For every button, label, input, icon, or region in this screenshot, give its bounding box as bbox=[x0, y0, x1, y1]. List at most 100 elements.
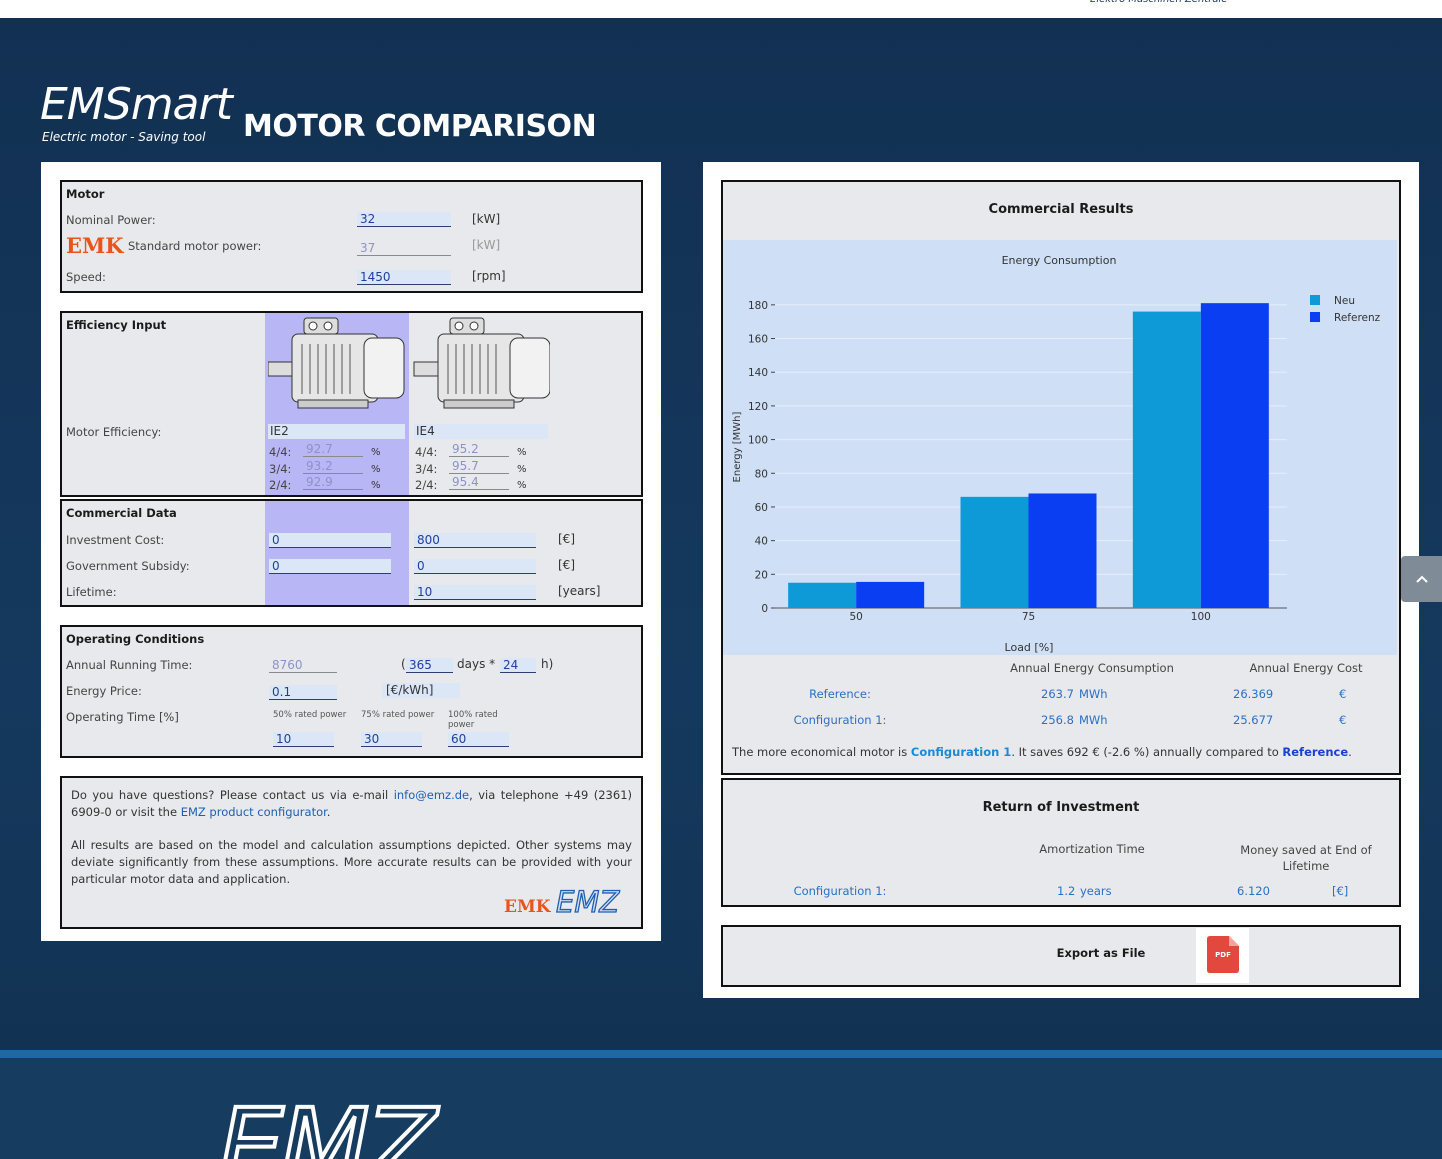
x-axis-label: Load [%] bbox=[1005, 641, 1054, 654]
input-field[interactable]: 37 bbox=[357, 241, 451, 256]
label: Operating Time [%] bbox=[66, 710, 179, 724]
unit: h) bbox=[541, 657, 554, 671]
page-title: MOTOR COMPARISON bbox=[243, 109, 597, 144]
load-label: 4/4: bbox=[269, 445, 292, 459]
value: 6.120 bbox=[1237, 884, 1270, 898]
bar bbox=[1132, 311, 1201, 608]
legend-swatch bbox=[1310, 312, 1320, 322]
input-field[interactable]: 365 bbox=[406, 658, 453, 673]
load-label: 2/4: bbox=[269, 478, 292, 492]
bar bbox=[1028, 493, 1097, 608]
input-field[interactable]: 0 bbox=[269, 533, 391, 548]
efficiency-class: IE4 bbox=[414, 424, 548, 439]
pdf-icon bbox=[1207, 936, 1239, 973]
input-field[interactable]: 8760 bbox=[269, 658, 337, 673]
load-label: 3/4: bbox=[415, 461, 438, 476]
efficiency-class: IE2 bbox=[268, 424, 405, 439]
unit: % bbox=[371, 480, 381, 491]
pdf-label: PDF bbox=[1215, 951, 1231, 959]
disclaimer: All results are based on the model and c… bbox=[71, 838, 632, 886]
text: , via telephone +49 (2361) 6909-0 or vis… bbox=[71, 788, 632, 819]
unit: % bbox=[517, 480, 527, 491]
y-tick-label: 40 bbox=[755, 536, 768, 548]
y-tick-label: 160 bbox=[748, 334, 768, 346]
unit: years bbox=[1080, 884, 1112, 898]
y-tick-label: 100 bbox=[748, 435, 768, 447]
text: Do you have questions? Please contact us… bbox=[71, 788, 394, 802]
input-field[interactable]: 24 bbox=[500, 658, 536, 673]
roi-box bbox=[721, 778, 1401, 907]
input-field[interactable]: 95.7 bbox=[449, 459, 509, 474]
configurator-link[interactable]: EMZ product configurator bbox=[180, 805, 327, 819]
input-field[interactable]: 0 bbox=[269, 559, 391, 574]
input-field[interactable]: 10 bbox=[414, 585, 536, 600]
unit: % bbox=[517, 463, 527, 475]
legend-swatch bbox=[1310, 295, 1320, 305]
bar bbox=[960, 496, 1029, 608]
value: 25.677 bbox=[1233, 713, 1274, 727]
unit: MWh bbox=[1079, 713, 1108, 727]
scroll-top-button[interactable] bbox=[1401, 556, 1442, 602]
input-field[interactable]: 30 bbox=[361, 732, 422, 747]
label: Motor Efficiency: bbox=[66, 425, 162, 439]
input-field[interactable]: 95.4 bbox=[449, 475, 509, 490]
text: . bbox=[1348, 745, 1352, 759]
footer-logo: EMZ bbox=[216, 1086, 439, 1159]
emk-logo: EMK bbox=[66, 233, 124, 258]
text: . bbox=[326, 805, 331, 819]
unit: [years] bbox=[558, 584, 601, 598]
text: The more economical motor is bbox=[732, 745, 911, 759]
x-tick-label: 100 bbox=[1191, 611, 1211, 623]
contact-text: Do you have questions? Please contact us… bbox=[71, 787, 632, 821]
summary: The more economical motor is Configurati… bbox=[732, 745, 1352, 760]
emk-logo: EMK bbox=[504, 897, 551, 917]
bar bbox=[1200, 303, 1269, 608]
unit: [€] bbox=[1332, 884, 1349, 898]
input-field[interactable]: 10 bbox=[273, 732, 334, 747]
input-field[interactable]: 92.7 bbox=[303, 442, 363, 457]
column-highlight bbox=[265, 501, 409, 605]
unit: € bbox=[1339, 713, 1347, 727]
label: Standard motor power: bbox=[128, 239, 262, 253]
load-label: 4/4: bbox=[415, 445, 438, 459]
row-label: Configuration 1: bbox=[793, 713, 887, 727]
x-tick-label: 50 bbox=[849, 611, 862, 623]
input-field[interactable]: 1450 bbox=[357, 270, 451, 285]
input-field[interactable]: 0.1 bbox=[269, 685, 337, 700]
contact-box bbox=[60, 776, 643, 929]
y-tick-label: 180 bbox=[748, 300, 768, 312]
input-field[interactable]: 32 bbox=[357, 212, 451, 227]
input-field[interactable]: 95.2 bbox=[449, 442, 509, 457]
section-heading: Commercial Data bbox=[66, 506, 177, 520]
y-tick-label: 0 bbox=[761, 603, 768, 615]
unit: [€] bbox=[558, 532, 575, 546]
chart: Energy Consumption Load [%] Energy [MWh] 0 2… bbox=[723, 240, 1397, 655]
section-heading: Efficiency Input bbox=[66, 318, 167, 332]
section-heading: Motor bbox=[66, 187, 105, 201]
text: ( bbox=[401, 657, 406, 671]
section-heading: Commercial Results bbox=[988, 202, 1134, 217]
legend-label: Neu bbox=[1334, 295, 1355, 307]
operating-box bbox=[60, 625, 643, 758]
share-label: 75% rated power bbox=[361, 710, 435, 720]
y-tick-label: 140 bbox=[748, 367, 768, 379]
chart-title: Energy Consumption bbox=[1002, 254, 1117, 267]
value: 263.7 bbox=[1041, 687, 1074, 701]
column-heading: Annual Energy Cost bbox=[1249, 661, 1363, 675]
input-field[interactable]: 800 bbox=[414, 533, 536, 548]
input-field[interactable]: 0 bbox=[414, 559, 536, 574]
footer-stripe bbox=[0, 1050, 1442, 1058]
email-link[interactable]: info@emz.de bbox=[393, 788, 470, 802]
y-axis-label: Energy [MWh] bbox=[732, 411, 743, 482]
motor-box bbox=[60, 180, 643, 293]
app-logo-subtitle: Electric motor - Saving tool bbox=[42, 130, 206, 144]
section-heading: Return of Investment bbox=[982, 800, 1140, 815]
input-field[interactable]: 92.9 bbox=[303, 475, 363, 490]
label: Government Subsidy: bbox=[66, 559, 190, 573]
input-field[interactable]: 60 bbox=[448, 732, 509, 747]
brand-tagline: Elektro Maschinen Zentrale bbox=[1090, 0, 1227, 7]
load-label: 2/4: bbox=[415, 478, 438, 492]
input-field[interactable]: 93.2 bbox=[303, 459, 363, 474]
motor-images bbox=[268, 317, 550, 409]
